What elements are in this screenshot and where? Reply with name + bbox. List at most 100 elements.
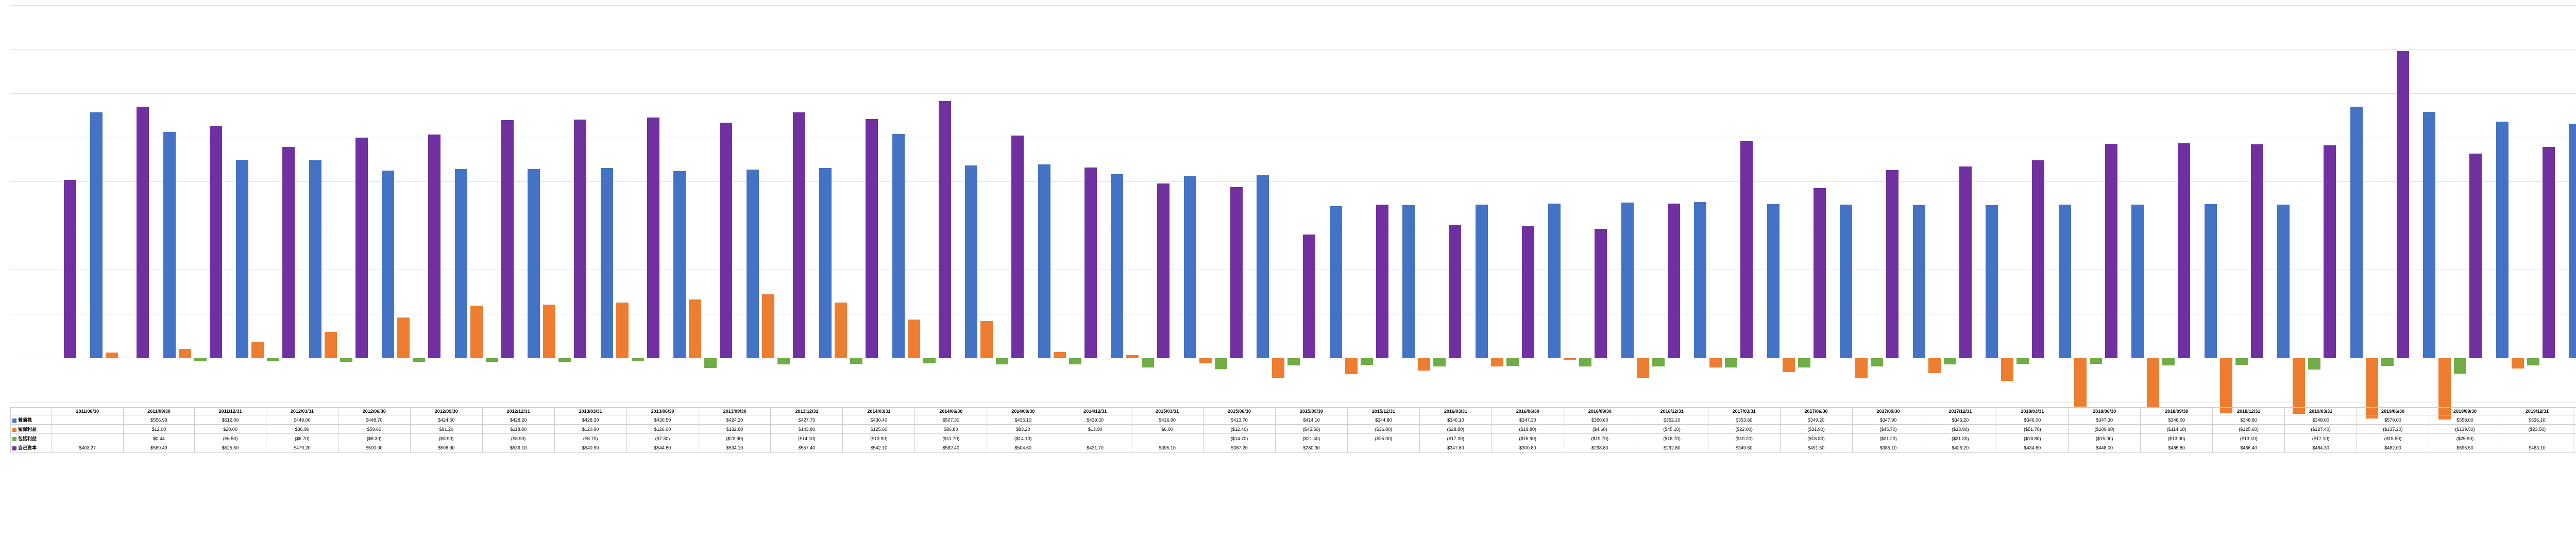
table-col-header: 2011/12/31 xyxy=(195,408,266,415)
table-cell: ($21.50) xyxy=(1276,434,1348,443)
table-cell: $485.80 xyxy=(2141,443,2213,453)
bar xyxy=(137,107,149,358)
table-cell: $348.00 xyxy=(2141,415,2213,425)
bar xyxy=(1783,358,1795,372)
period-group xyxy=(2489,5,2562,402)
table-cell: ($51.70) xyxy=(1996,425,2069,434)
table-cell: ($8.70) xyxy=(554,434,626,443)
table-cell: $0.44 xyxy=(123,434,195,443)
table-cell: $434.60 xyxy=(1996,443,2069,453)
table-cell: $486.40 xyxy=(2213,443,2285,453)
table-col-header: 2014/03/31 xyxy=(843,408,915,415)
bar xyxy=(939,101,951,358)
table-col-header: 2020/03/31 xyxy=(2573,408,2576,415)
bar xyxy=(1986,205,1998,358)
table-cell: $542.10 xyxy=(843,443,915,453)
bar xyxy=(1595,229,1607,358)
period-group xyxy=(812,5,886,402)
bar xyxy=(1345,358,1358,374)
bar xyxy=(1069,358,1081,365)
bar xyxy=(1084,168,1097,358)
bar xyxy=(2251,144,2263,358)
table-cell: $463.10 xyxy=(2501,443,2573,453)
table-cell: $544.80 xyxy=(626,443,699,453)
table-cell: $348.80 xyxy=(2213,415,2285,425)
table-cell: $13.90 xyxy=(1059,425,1131,434)
bar xyxy=(1579,358,1591,366)
bar xyxy=(2059,205,2071,358)
period-group xyxy=(958,5,1031,402)
bars-container xyxy=(10,5,2576,402)
table-col-header: 2014/12/31 xyxy=(1059,408,1131,415)
bar xyxy=(616,303,629,358)
period-group xyxy=(739,5,812,402)
bar xyxy=(1476,205,1488,358)
table-cell: $439.30 xyxy=(1059,415,1131,425)
bar xyxy=(2423,112,2435,358)
table-cell: $83.20 xyxy=(987,425,1059,434)
bar xyxy=(1637,358,1649,378)
table-cell: $12.00 xyxy=(123,425,195,434)
bar xyxy=(574,120,586,358)
period-group xyxy=(1177,5,1250,402)
row-header: 自己資本 xyxy=(11,443,52,453)
period-group xyxy=(1760,5,1833,402)
table-cell: $347.90 xyxy=(1852,415,1924,425)
bar xyxy=(2147,358,2159,409)
table-col-header: 2014/06/30 xyxy=(915,408,987,415)
table-col-header: 2017/06/30 xyxy=(1780,408,1852,415)
period-group xyxy=(2052,5,2125,402)
row-header: 留保利益 xyxy=(11,425,52,434)
table-cell: $569.43 xyxy=(123,443,195,453)
table-cell xyxy=(2573,443,2576,453)
table-cell: $500.00 xyxy=(338,443,410,453)
table-cell: $348.00 xyxy=(2285,415,2357,425)
series-label: 包括利益 xyxy=(18,436,37,441)
table-cell: $482.00 xyxy=(2357,443,2429,453)
period-group xyxy=(1906,5,1979,402)
bar xyxy=(2220,358,2232,413)
table-col-header: 2019/09/30 xyxy=(2429,408,2501,415)
bar xyxy=(2454,358,2466,374)
table-cell: $431.70 xyxy=(1059,443,1131,453)
table-cell: $427.70 xyxy=(771,415,843,425)
table-cell: $59.60 xyxy=(338,425,410,434)
row-header: 普通株 xyxy=(11,415,52,425)
table-cell xyxy=(52,425,124,434)
period-group xyxy=(448,5,521,402)
bar xyxy=(850,358,862,364)
bar xyxy=(747,170,759,358)
table-cell: $36.90 xyxy=(266,425,338,434)
table-cell: $349.60 xyxy=(1708,443,1780,453)
table-cell xyxy=(1347,443,1419,453)
period-group xyxy=(302,5,375,402)
bar xyxy=(965,165,977,358)
table-cell: ($13.00) xyxy=(2141,434,2213,443)
table-cell: $395.10 xyxy=(1131,443,1204,453)
bar xyxy=(1740,141,1753,358)
table-col-header: 2016/03/31 xyxy=(1419,408,1492,415)
bar xyxy=(470,306,483,358)
table-col-header: 2018/12/31 xyxy=(2213,408,2285,415)
table-cell: $20.00 xyxy=(195,425,266,434)
period-group xyxy=(229,5,302,402)
bar xyxy=(1840,205,1852,358)
table-cell: ($4.60) xyxy=(1564,425,1636,434)
table-cell: ($25.00) xyxy=(1347,434,1419,443)
table-cell: ($21.20) xyxy=(1852,434,1924,443)
table-cell: $347.30 xyxy=(2069,415,2141,425)
table-cell: $344.80 xyxy=(1347,415,1419,425)
bar xyxy=(689,299,701,358)
table-cell: ($18.70) xyxy=(1636,434,1708,443)
table-cell: $143.80 xyxy=(771,425,843,434)
table-cell: $347.60 xyxy=(1419,443,1492,453)
bar xyxy=(2569,124,2576,358)
bar xyxy=(486,358,498,362)
grid-line xyxy=(10,402,2576,403)
bar xyxy=(980,321,993,358)
period-group xyxy=(10,5,83,402)
bar xyxy=(325,332,337,358)
period-group xyxy=(2343,5,2416,402)
bar xyxy=(2308,358,2320,370)
table-row: 自己資本$403.27$569.43$525.50$479.20$500.00$… xyxy=(11,443,2576,453)
